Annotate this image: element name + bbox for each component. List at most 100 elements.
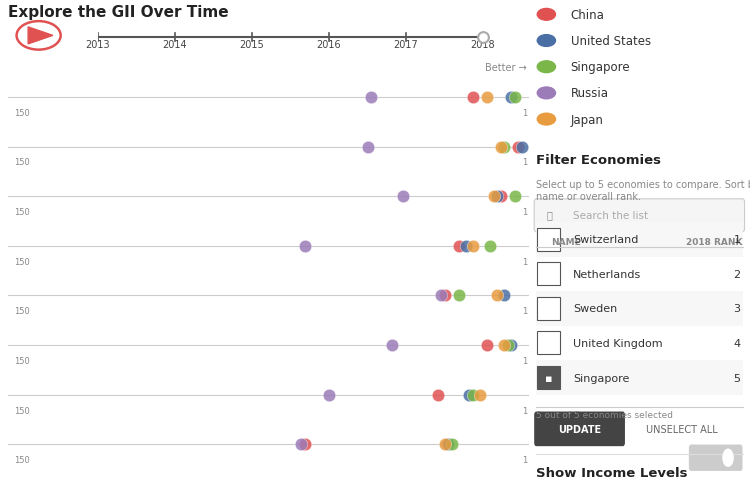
- Point: [442, 440, 454, 448]
- Text: 150: 150: [14, 257, 30, 266]
- Text: 150: 150: [14, 158, 30, 167]
- Text: China: China: [571, 9, 604, 22]
- FancyBboxPatch shape: [537, 228, 560, 251]
- Point: [502, 341, 514, 349]
- Point: [466, 94, 478, 102]
- Text: 🔍: 🔍: [547, 210, 553, 220]
- Text: Sweden: Sweden: [573, 303, 618, 314]
- Text: Select up to 5 economies to compare. Sort by
name or overall rank.: Select up to 5 economies to compare. Sor…: [536, 180, 750, 201]
- Point: [397, 193, 409, 201]
- Point: [484, 242, 496, 250]
- Circle shape: [537, 114, 556, 126]
- FancyBboxPatch shape: [536, 361, 742, 395]
- Point: [491, 193, 503, 201]
- Text: 1: 1: [522, 208, 527, 217]
- Point: [495, 193, 507, 201]
- Text: 2: 2: [734, 269, 740, 279]
- Text: UNSELECT ALL: UNSELECT ALL: [646, 424, 717, 434]
- Point: [506, 341, 518, 349]
- FancyBboxPatch shape: [537, 297, 560, 320]
- Text: 1: 1: [522, 356, 527, 365]
- Circle shape: [537, 88, 556, 100]
- Point: [466, 242, 478, 250]
- FancyBboxPatch shape: [534, 412, 625, 446]
- Text: Better →: Better →: [485, 63, 527, 73]
- Point: [474, 391, 486, 399]
- Text: Explore the GII Over Time: Explore the GII Over Time: [8, 5, 228, 19]
- Point: [495, 143, 507, 151]
- Point: [323, 391, 335, 399]
- Text: Russia: Russia: [571, 87, 609, 100]
- Text: 2016: 2016: [316, 40, 341, 49]
- FancyBboxPatch shape: [536, 257, 742, 291]
- Point: [298, 440, 310, 448]
- Text: NAME: NAME: [550, 237, 580, 246]
- FancyBboxPatch shape: [534, 199, 745, 232]
- Point: [453, 292, 465, 300]
- Text: 2018 RANK: 2018 RANK: [686, 237, 742, 246]
- Point: [509, 94, 520, 102]
- Text: Search the list: Search the list: [573, 210, 649, 220]
- Point: [296, 440, 307, 448]
- Text: 2014: 2014: [162, 40, 187, 49]
- Text: Singapore: Singapore: [571, 61, 630, 74]
- Point: [516, 143, 528, 151]
- Point: [481, 94, 493, 102]
- Point: [365, 94, 377, 102]
- Point: [386, 341, 398, 349]
- Text: 2018: 2018: [470, 40, 495, 49]
- FancyBboxPatch shape: [536, 326, 742, 361]
- Point: [446, 440, 458, 448]
- Point: [506, 94, 518, 102]
- Point: [491, 292, 503, 300]
- Text: 1: 1: [522, 257, 527, 266]
- Point: [464, 391, 476, 399]
- Text: 2017: 2017: [393, 40, 418, 49]
- Text: 1: 1: [522, 406, 527, 415]
- Circle shape: [537, 9, 556, 21]
- Point: [453, 242, 465, 250]
- Text: Show Income Levels: Show Income Levels: [536, 466, 688, 479]
- Text: 5 out of 5 economies selected: 5 out of 5 economies selected: [536, 410, 674, 419]
- Text: 1: 1: [522, 158, 527, 167]
- Text: Singapore: Singapore: [573, 373, 630, 383]
- Text: 3: 3: [734, 303, 740, 314]
- Point: [439, 440, 451, 448]
- Point: [498, 341, 510, 349]
- Text: 5: 5: [734, 373, 740, 383]
- FancyBboxPatch shape: [537, 366, 560, 389]
- Text: 1: 1: [522, 108, 527, 118]
- Text: 1: 1: [734, 235, 740, 244]
- FancyBboxPatch shape: [536, 223, 742, 257]
- Point: [498, 292, 510, 300]
- Text: Switzerland: Switzerland: [573, 235, 639, 244]
- Text: 150: 150: [14, 307, 30, 316]
- Text: 4: 4: [734, 338, 740, 348]
- Text: Filter Economies: Filter Economies: [536, 153, 662, 166]
- Circle shape: [537, 35, 556, 47]
- Text: 1: 1: [522, 455, 527, 464]
- Point: [432, 391, 444, 399]
- FancyBboxPatch shape: [536, 291, 742, 326]
- Text: 150: 150: [14, 356, 30, 365]
- Circle shape: [722, 449, 734, 467]
- Point: [512, 143, 524, 151]
- Point: [498, 143, 510, 151]
- Text: 1: 1: [522, 307, 527, 316]
- Point: [466, 391, 478, 399]
- Text: 150: 150: [14, 208, 30, 217]
- Text: Netherlands: Netherlands: [573, 269, 641, 279]
- FancyBboxPatch shape: [688, 445, 742, 471]
- Point: [439, 292, 451, 300]
- Text: ▪: ▪: [544, 373, 552, 383]
- Text: 2015: 2015: [239, 40, 264, 49]
- Text: Japan: Japan: [571, 113, 604, 126]
- Text: 150: 150: [14, 108, 30, 118]
- Text: United Kingdom: United Kingdom: [573, 338, 663, 348]
- Point: [488, 193, 500, 201]
- Point: [298, 242, 310, 250]
- Polygon shape: [28, 28, 53, 45]
- Circle shape: [537, 61, 556, 74]
- Text: 150: 150: [14, 455, 30, 464]
- Text: UPDATE: UPDATE: [558, 424, 602, 434]
